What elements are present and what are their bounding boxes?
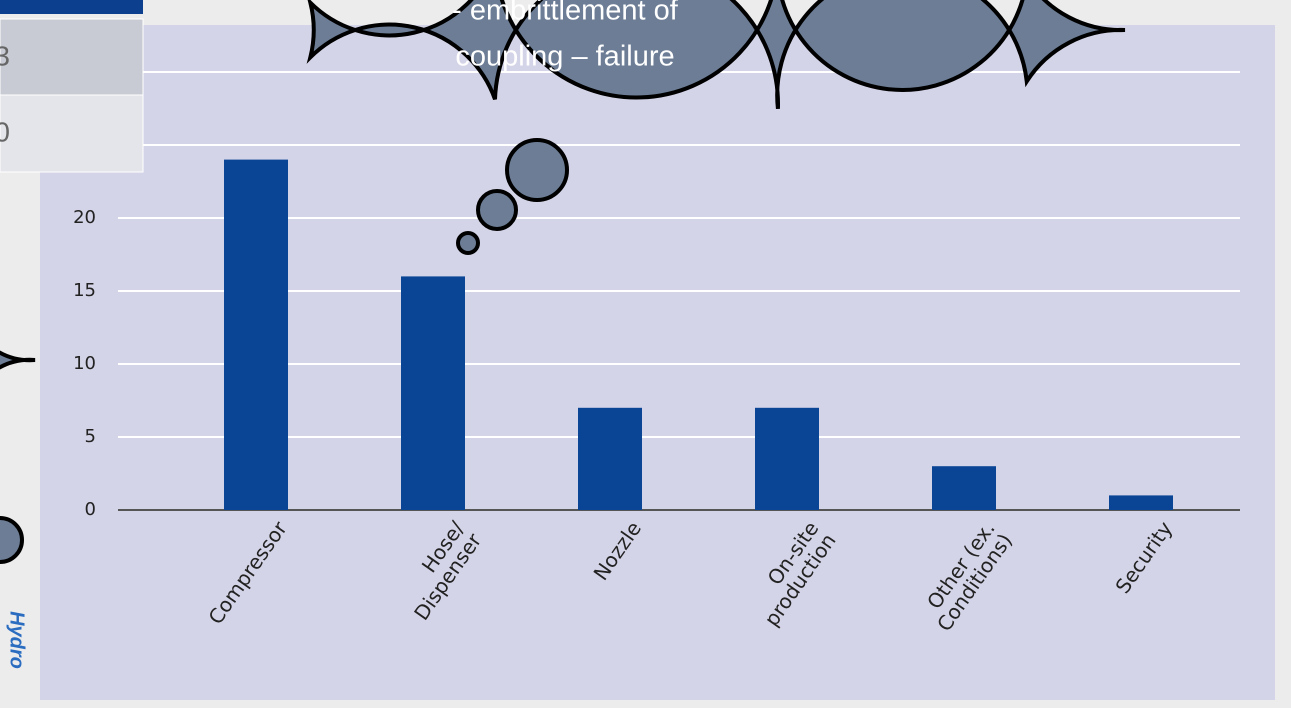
thought-bubble	[456, 231, 480, 255]
y-tick-label: 15	[73, 280, 96, 301]
bar	[578, 407, 642, 510]
bar	[755, 407, 819, 510]
y-tick-label: 5	[85, 426, 96, 447]
bar	[932, 466, 996, 510]
callout-text: coupling – failure	[455, 41, 674, 73]
callout-text: - embrittlement of	[452, 0, 679, 27]
table-text: 0	[0, 116, 10, 147]
thought-bubble	[476, 189, 518, 231]
thought-bubble	[505, 138, 569, 202]
table-header	[0, 0, 143, 14]
bar	[224, 159, 288, 510]
y-tick-label: 10	[73, 353, 96, 374]
table-text: 3	[0, 40, 10, 71]
bar	[1109, 495, 1173, 510]
thought-cloud	[306, 0, 1126, 110]
thought-cloud	[0, 350, 36, 370]
thought-bubble	[0, 516, 24, 564]
table-cell	[0, 18, 144, 96]
bar	[401, 276, 465, 510]
y-tick-label: 20	[73, 207, 96, 228]
logo: Hydro	[6, 611, 28, 669]
y-tick-label: 0	[85, 499, 96, 520]
table-cell	[0, 94, 144, 173]
